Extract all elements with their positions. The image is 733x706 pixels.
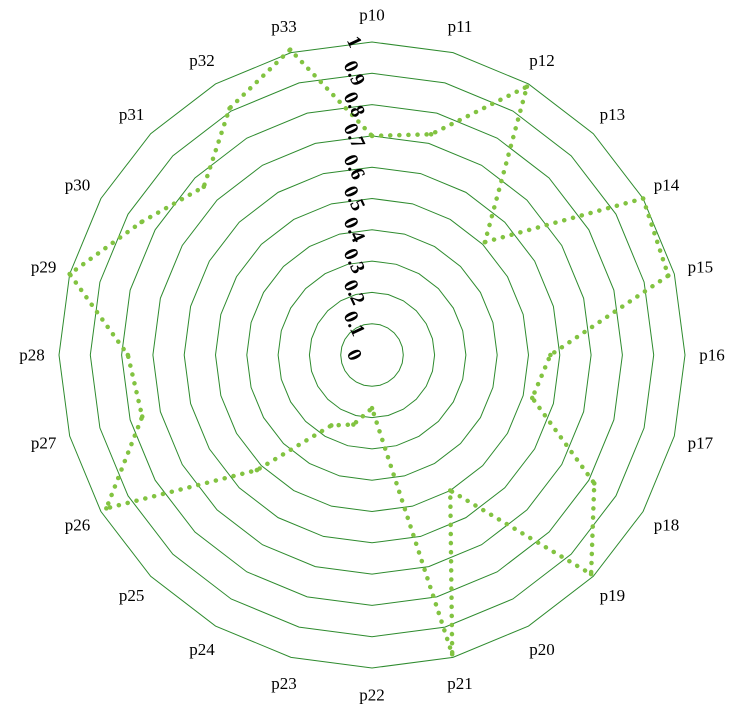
category-label: p23 (271, 674, 297, 693)
category-label: p27 (31, 434, 57, 453)
category-label: p19 (600, 586, 626, 605)
category-label: p24 (189, 640, 215, 659)
data-point (227, 106, 232, 111)
grid-ring (89, 72, 655, 638)
series-layer (66, 46, 671, 657)
category-label: p31 (119, 105, 145, 124)
radial-tick-label: 0.5 (339, 183, 370, 215)
data-point (104, 506, 109, 511)
data-point (449, 652, 455, 657)
data-point (529, 395, 535, 401)
data-point (329, 423, 334, 428)
data-point (369, 405, 375, 411)
category-label: p22 (359, 686, 385, 705)
grid-ring (214, 197, 530, 513)
data-point (548, 352, 553, 358)
category-labels: p10 p11 p12 p13 p14 p15 p16 p17 p18 p19 p20 p21 p22 p… (19, 6, 725, 705)
category-label: p32 (189, 51, 215, 70)
data-point (125, 352, 131, 358)
category-label: p18 (654, 516, 680, 535)
radial-tick-label: 0.9 (339, 57, 370, 89)
data-point (665, 273, 671, 278)
data-point (351, 422, 356, 427)
data-point (139, 414, 145, 419)
data-point (591, 481, 597, 486)
category-label: p17 (688, 434, 714, 453)
category-label: p14 (654, 176, 680, 195)
category-label: p13 (600, 105, 626, 124)
grid-ring (121, 104, 623, 606)
data-point (447, 488, 453, 493)
category-label: p12 (529, 51, 555, 70)
category-label: p11 (448, 17, 473, 36)
radial-tick-label: 1 (342, 33, 366, 51)
grid-ring (246, 229, 498, 481)
category-label: p20 (529, 640, 555, 659)
radar-grid (58, 41, 686, 669)
radial-tick-label: 0.4 (339, 214, 370, 246)
radial-tick-labels: 0 0.10.20.30.40.50.60.70.80.9 1 (339, 33, 370, 364)
data-point (482, 239, 488, 245)
radial-tick-label: 0.1 (339, 308, 370, 340)
data-point (640, 196, 646, 201)
radial-tick-label: 0.8 (339, 89, 370, 121)
category-label: p33 (271, 17, 297, 36)
data-point (139, 219, 144, 225)
data-point (588, 571, 594, 577)
data-point (287, 47, 293, 52)
grid-ring (340, 323, 404, 387)
category-label: p26 (65, 516, 91, 535)
radial-tick-label: 0.7 (339, 120, 370, 152)
data-point (428, 132, 434, 137)
category-label: p16 (699, 346, 725, 365)
category-label: p28 (19, 346, 45, 365)
grid-ring (308, 291, 436, 419)
data-point (67, 271, 72, 277)
radial-tick-label: 0.2 (339, 276, 370, 308)
radial-tick-label: 0.3 (339, 245, 370, 277)
data-point (201, 184, 207, 190)
data-point (369, 133, 375, 139)
data-point (524, 84, 530, 89)
category-label: p30 (65, 176, 91, 195)
category-label: p15 (688, 258, 714, 277)
data-point (254, 467, 260, 473)
category-label: p25 (119, 586, 145, 605)
grid-ring (152, 135, 592, 575)
category-label: p29 (31, 258, 57, 277)
category-label: p10 (359, 6, 385, 25)
radial-tick-label: 0 (342, 346, 366, 364)
radial-tick-label: 0.6 (339, 151, 370, 183)
grid-ring (183, 166, 561, 544)
category-label: p21 (447, 674, 473, 693)
grid-ring (277, 260, 467, 450)
